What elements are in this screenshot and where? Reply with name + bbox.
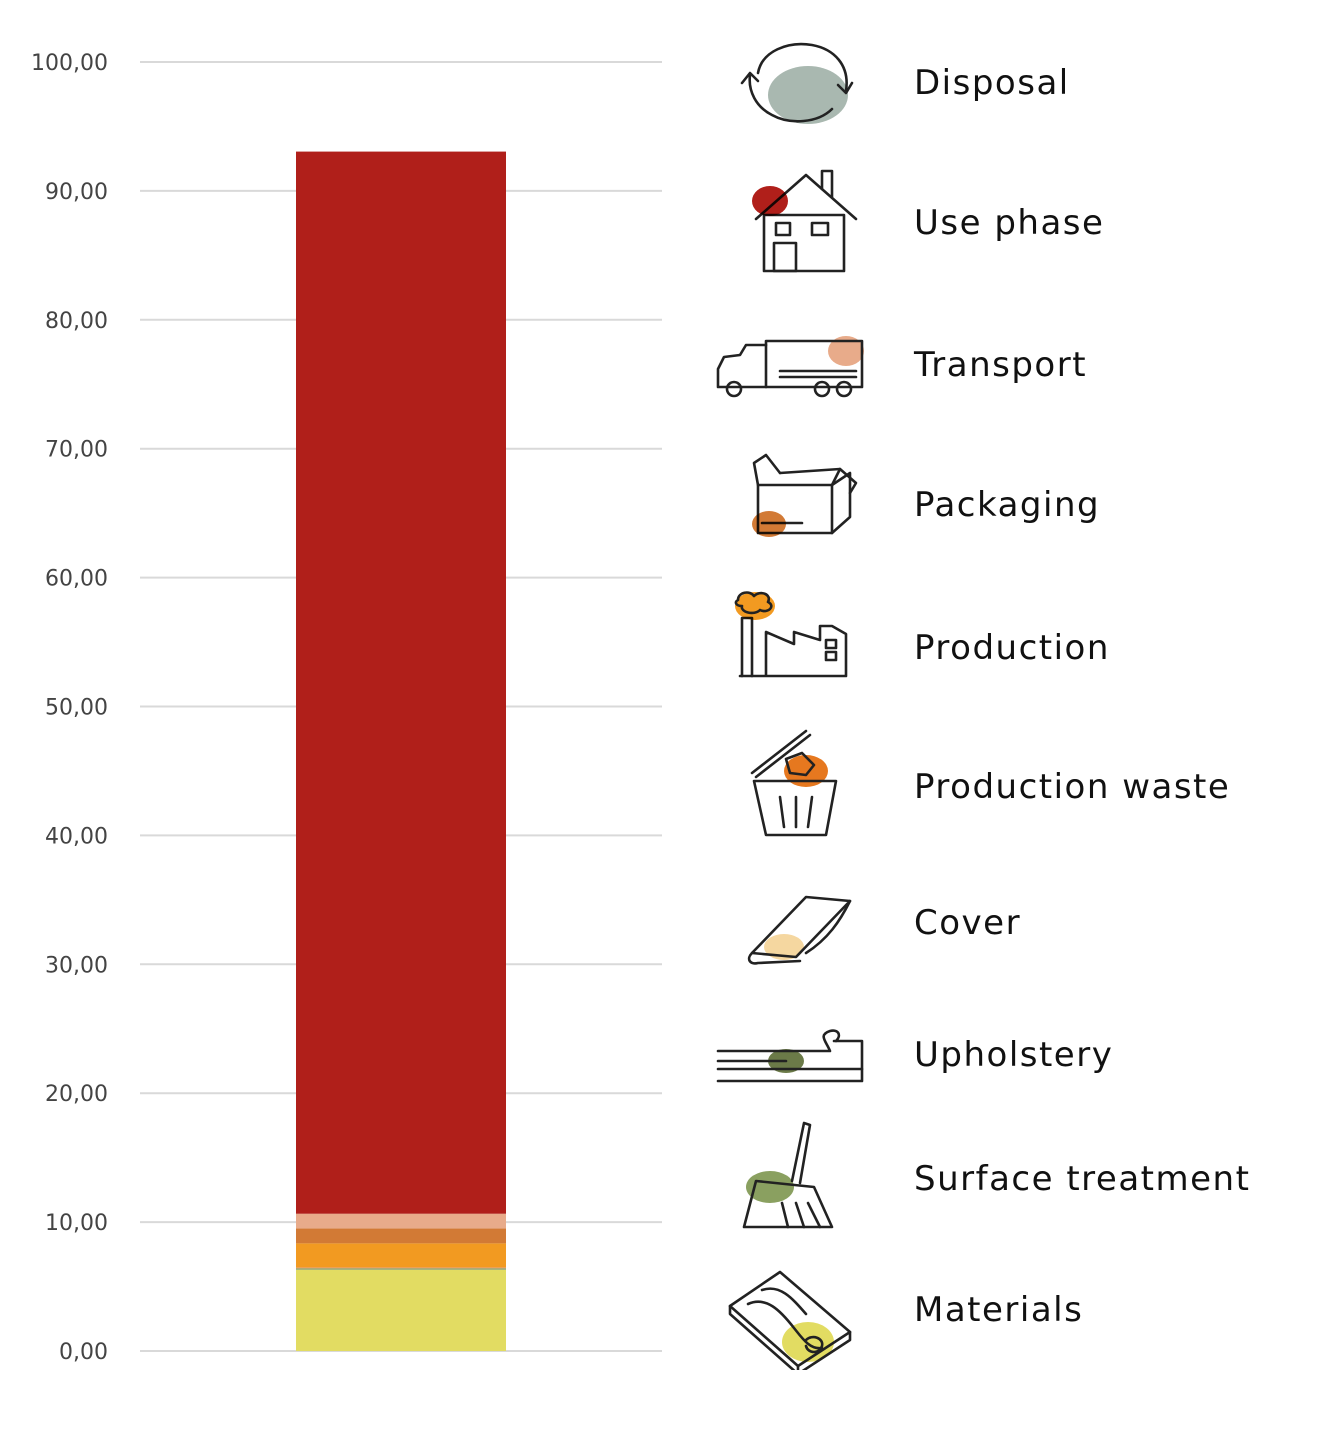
legend-item-materials: Materials	[700, 1250, 1300, 1370]
bar-segment-production	[296, 1243, 506, 1268]
legend-item-use-phase: Use phase	[700, 163, 1300, 283]
legend-label-materials: Materials	[914, 1290, 1084, 1330]
legend-item-packaging: Packaging	[700, 445, 1300, 565]
legend-item-production-waste: Production waste	[700, 727, 1300, 847]
legend-label-production-waste: Production waste	[914, 767, 1231, 807]
legend-label-transport: Transport	[914, 345, 1088, 385]
cushion-icon	[716, 1029, 864, 1083]
house-icon	[752, 169, 858, 273]
recycle-icon	[740, 42, 854, 124]
legend-item-cover: Cover	[700, 863, 1300, 983]
brush-icon	[742, 1121, 834, 1229]
legend-item-surface-treatment: Surface treatment	[700, 1119, 1300, 1239]
legend-item-production: Production	[700, 588, 1300, 708]
bar-segments	[296, 151, 506, 1351]
bar-segment-surface-treatment	[296, 1269, 506, 1270]
y-axis-tick-labels: 0,00 10,00 20,00 30,00 40,00 50,00 60,00 70,00 8…	[31, 51, 108, 1365]
y-tick-label: 90,00	[45, 180, 108, 205]
legend-label-use-phase: Use phase	[914, 203, 1105, 243]
bar-segment-production-waste	[296, 1267, 506, 1268]
legend-label-disposal: Disposal	[914, 63, 1070, 103]
y-tick-label: 80,00	[45, 309, 108, 334]
legend-label-packaging: Packaging	[914, 485, 1101, 525]
legend-label-surface-treatment: Surface treatment	[914, 1159, 1251, 1199]
legend-item-upholstery: Upholstery	[700, 995, 1300, 1115]
bar-segment-transport	[296, 1213, 506, 1229]
bar-segment-packaging	[296, 1228, 506, 1244]
bar-segment-upholstery	[296, 1268, 506, 1270]
bar-segment-cover	[296, 1267, 506, 1269]
fabric-roll-icon	[747, 895, 852, 965]
y-tick-label: 50,00	[45, 696, 108, 721]
legend-label-upholstery: Upholstery	[914, 1035, 1114, 1075]
trash-bin-icon	[750, 729, 838, 837]
wood-plank-icon	[728, 1270, 852, 1370]
legend-label-cover: Cover	[914, 903, 1022, 943]
bar-segment-use-phase	[296, 151, 506, 1214]
legend-label-production: Production	[914, 628, 1110, 668]
y-tick-label: 60,00	[45, 567, 108, 592]
y-tick-label: 70,00	[45, 438, 108, 463]
truck-icon	[716, 336, 864, 398]
factory-icon	[734, 591, 848, 678]
y-tick-label: 10,00	[45, 1211, 108, 1236]
legend-item-disposal: Disposal	[700, 23, 1300, 143]
y-tick-label: 100,00	[31, 51, 108, 76]
bar-segment-materials	[296, 1269, 506, 1351]
y-tick-label: 40,00	[45, 824, 108, 849]
y-tick-label: 30,00	[45, 953, 108, 978]
y-tick-label: 20,00	[45, 1082, 108, 1107]
box-icon	[752, 453, 858, 537]
y-tick-label: 0,00	[59, 1340, 108, 1365]
legend-item-transport: Transport	[700, 305, 1300, 425]
